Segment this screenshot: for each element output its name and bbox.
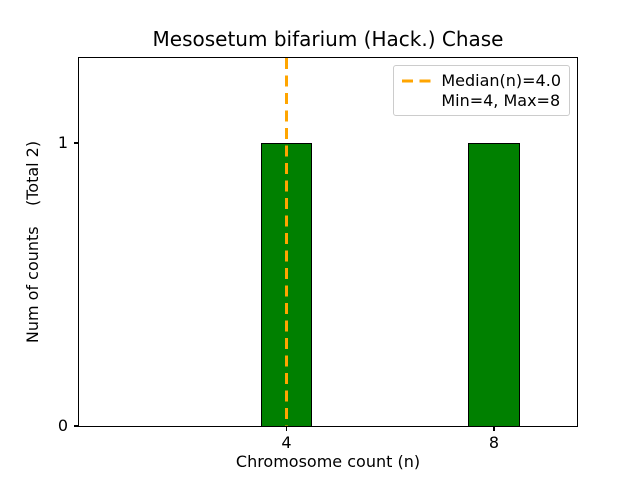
median-line-legend-sample <box>402 79 433 82</box>
legend-row-minmax: Min=4, Max=8 <box>402 91 561 110</box>
legend: Median(n)=4.0 Min=4, Max=8 <box>393 65 570 116</box>
legend-entry-median: Median(n)=4.0 <box>441 71 561 90</box>
bar-n8 <box>468 142 520 426</box>
y-tick-label: 1 <box>57 132 68 152</box>
y-axis-label: Num of counts (Total 2) <box>23 140 42 344</box>
x-tick-mark <box>493 427 495 431</box>
legend-entry-minmax: Min=4, Max=8 <box>441 91 561 110</box>
y-tick-mark <box>74 425 78 427</box>
x-tick-mark <box>285 427 288 431</box>
y-tick-mark <box>74 142 78 144</box>
x-tick-label: 8 <box>488 433 500 452</box>
chart-title: Mesosetum bifarium (Hack.) Chase <box>152 27 504 51</box>
legend-row-median: Median(n)=4.0 <box>402 71 561 90</box>
x-tick-label: 4 <box>281 433 292 452</box>
plot-area: Median(n)=4.0 Min=4, Max=8 <box>78 57 578 427</box>
bar-n4 <box>260 142 313 426</box>
x-axis-label: Chromosome count (n) <box>235 452 421 471</box>
y-tick-label: 0 <box>57 416 68 435</box>
